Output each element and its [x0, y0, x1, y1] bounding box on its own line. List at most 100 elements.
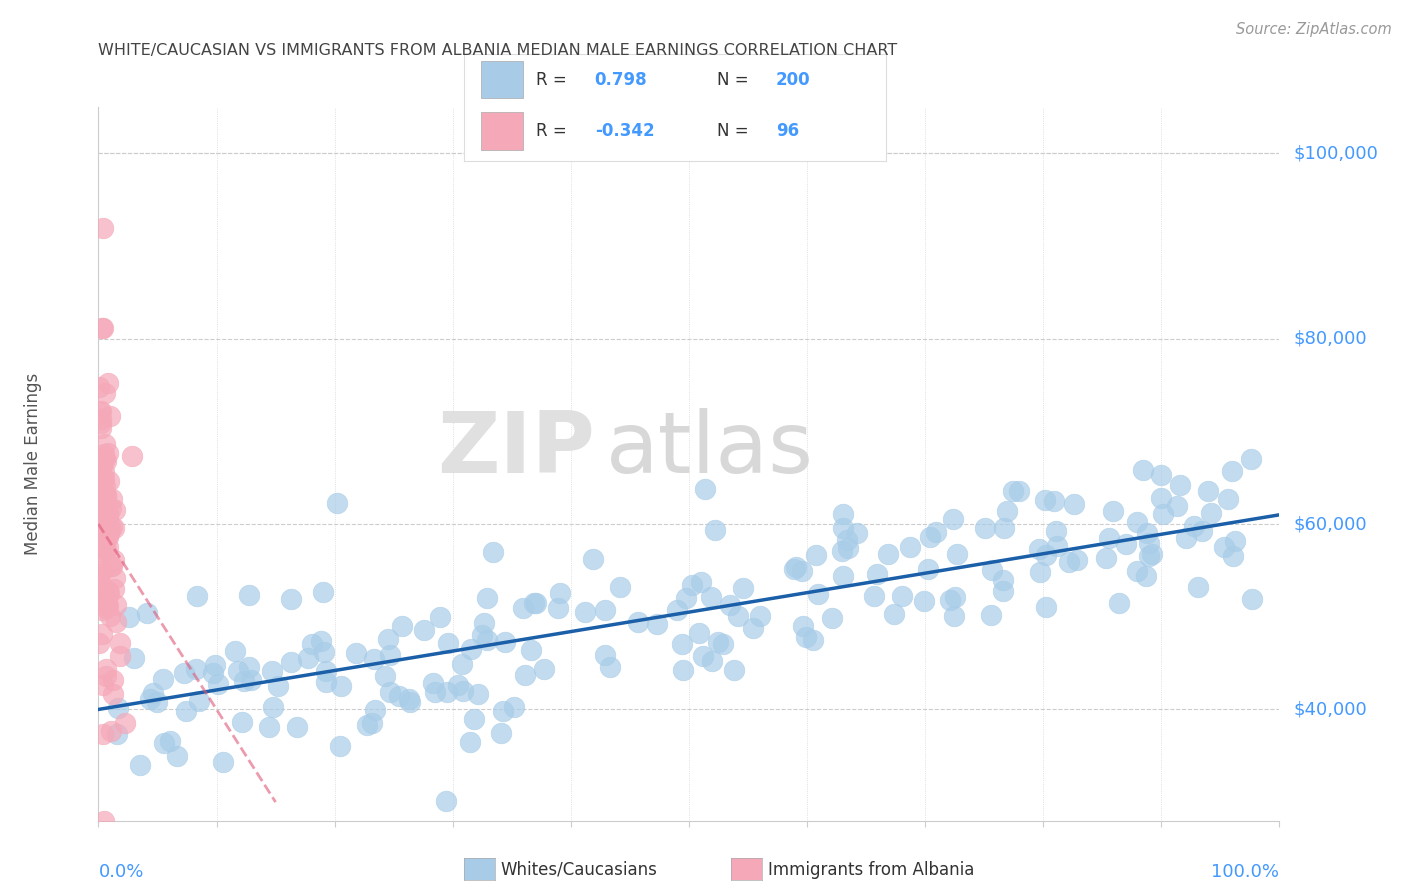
- Point: [121, 449, 143, 463]
- Point: [1216, 491, 1239, 506]
- Point: [1137, 536, 1160, 550]
- Point: [93, 465, 115, 479]
- Point: [785, 560, 807, 574]
- Point: [122, 651, 145, 665]
- Point: [447, 677, 470, 691]
- Point: [1126, 515, 1149, 529]
- Point: [364, 702, 387, 716]
- Point: [309, 633, 332, 648]
- Text: R =: R =: [536, 70, 567, 88]
- Bar: [481, 61, 523, 98]
- Point: [240, 673, 263, 687]
- Point: [98, 526, 121, 541]
- Point: [425, 685, 447, 699]
- Point: [93, 447, 115, 461]
- Point: [1166, 499, 1188, 513]
- Point: [315, 664, 337, 678]
- Point: [104, 571, 127, 585]
- Point: [925, 524, 948, 539]
- Point: [96, 598, 118, 612]
- Point: [110, 636, 132, 650]
- Point: [174, 704, 197, 718]
- Point: [672, 663, 695, 677]
- Point: [593, 603, 616, 617]
- Point: [582, 552, 605, 566]
- Text: $80,000: $80,000: [1294, 330, 1367, 348]
- Point: [87, 567, 110, 582]
- Point: [1222, 549, 1244, 563]
- Text: 96: 96: [776, 122, 799, 140]
- Point: [91, 565, 114, 579]
- Point: [846, 525, 869, 540]
- Point: [792, 618, 814, 632]
- Point: [280, 655, 302, 669]
- Point: [422, 676, 444, 690]
- Point: [681, 578, 703, 592]
- Point: [1191, 524, 1213, 539]
- Point: [128, 758, 150, 772]
- Point: [94, 479, 117, 493]
- Point: [93, 451, 115, 466]
- Point: [233, 674, 256, 689]
- Point: [783, 562, 806, 576]
- Point: [101, 520, 124, 534]
- Point: [832, 569, 855, 583]
- Point: [93, 526, 115, 541]
- Point: [101, 491, 124, 506]
- Point: [97, 376, 120, 391]
- Point: [329, 739, 352, 754]
- Point: [1199, 506, 1222, 520]
- Text: N =: N =: [717, 70, 748, 88]
- Point: [344, 646, 367, 660]
- Point: [363, 652, 385, 666]
- Point: [835, 533, 858, 547]
- Point: [1126, 564, 1149, 578]
- Point: [87, 540, 110, 554]
- Point: [87, 532, 110, 546]
- Point: [1152, 507, 1174, 521]
- Point: [97, 446, 120, 460]
- Point: [356, 717, 378, 731]
- Point: [980, 563, 1002, 577]
- Point: [94, 487, 117, 501]
- Point: [1108, 596, 1130, 610]
- Point: [1001, 484, 1024, 499]
- Point: [995, 504, 1018, 518]
- Point: [494, 635, 516, 649]
- Point: [398, 694, 420, 708]
- Point: [1035, 600, 1057, 615]
- Point: [326, 495, 349, 509]
- Point: [97, 541, 120, 555]
- Point: [94, 662, 117, 676]
- Point: [188, 694, 211, 708]
- Point: [90, 627, 112, 641]
- Point: [90, 421, 112, 435]
- Point: [89, 380, 111, 394]
- Point: [159, 733, 181, 747]
- Point: [1008, 484, 1031, 499]
- Text: -0.342: -0.342: [595, 122, 654, 140]
- Point: [1187, 580, 1209, 594]
- Point: [94, 454, 117, 468]
- Point: [918, 529, 941, 543]
- Text: 0.0%: 0.0%: [98, 863, 143, 881]
- Point: [898, 541, 921, 555]
- Point: [100, 500, 122, 515]
- Point: [1184, 519, 1206, 533]
- Point: [831, 543, 853, 558]
- Point: [524, 596, 547, 610]
- Point: [101, 558, 124, 573]
- Point: [238, 660, 260, 674]
- Point: [512, 601, 534, 615]
- Point: [704, 523, 727, 537]
- Point: [139, 692, 162, 706]
- Point: [103, 521, 125, 535]
- Point: [98, 521, 121, 535]
- Point: [1028, 542, 1050, 557]
- Point: [429, 609, 451, 624]
- Point: [437, 636, 460, 650]
- Point: [224, 644, 246, 658]
- Point: [262, 700, 284, 714]
- Point: [91, 457, 114, 471]
- Point: [991, 583, 1014, 598]
